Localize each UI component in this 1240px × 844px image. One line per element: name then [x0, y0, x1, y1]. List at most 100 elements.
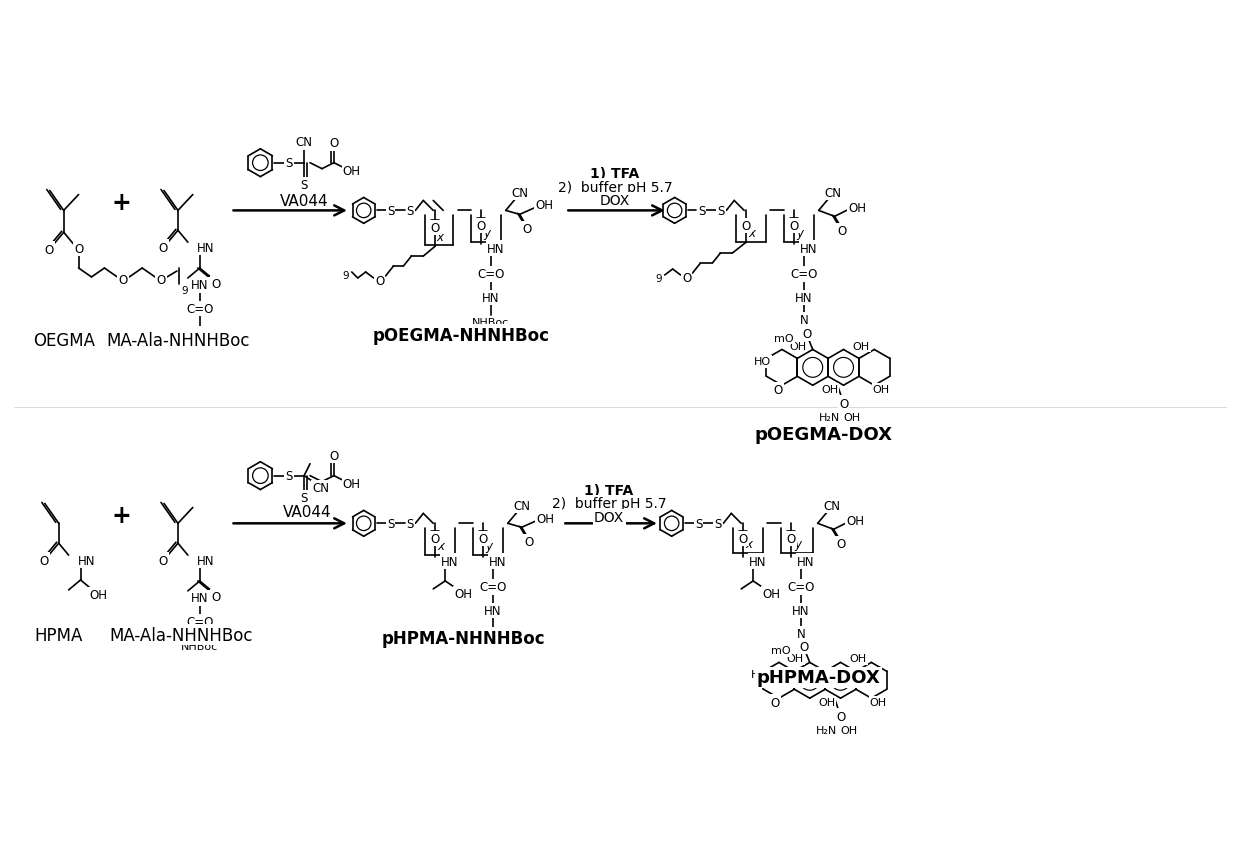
- Text: O: O: [211, 591, 221, 603]
- Text: O: O: [786, 532, 796, 545]
- Text: S: S: [300, 179, 308, 192]
- Text: C=O: C=O: [186, 303, 213, 316]
- Text: O: O: [211, 278, 221, 291]
- Text: S: S: [300, 491, 308, 505]
- Text: O: O: [374, 275, 384, 288]
- Text: O: O: [742, 219, 750, 233]
- Text: OH: OH: [454, 587, 472, 601]
- Text: VA044: VA044: [280, 194, 329, 208]
- Text: O: O: [774, 383, 782, 396]
- Text: S: S: [407, 204, 414, 218]
- Text: O: O: [479, 532, 487, 545]
- Text: OH: OH: [786, 653, 804, 663]
- Text: S: S: [698, 204, 706, 218]
- Text: O: O: [476, 219, 486, 233]
- Text: O: O: [789, 219, 799, 233]
- Text: S: S: [694, 517, 702, 530]
- Text: y: y: [795, 537, 801, 550]
- Text: HN: HN: [191, 279, 208, 292]
- Text: OEGMA: OEGMA: [32, 331, 94, 349]
- Text: C=O: C=O: [479, 581, 506, 593]
- Text: OH: OH: [821, 385, 838, 395]
- Text: O: O: [45, 243, 53, 257]
- Text: O: O: [156, 274, 166, 287]
- Text: O: O: [159, 554, 167, 567]
- Text: O: O: [739, 532, 748, 545]
- Text: CN: CN: [295, 136, 312, 149]
- Text: HN: HN: [795, 292, 812, 305]
- Text: HN: HN: [749, 555, 766, 568]
- Text: HO: HO: [754, 357, 770, 367]
- Text: S: S: [714, 517, 722, 530]
- Text: O: O: [682, 272, 691, 285]
- Text: DOX: DOX: [594, 511, 624, 525]
- Text: C=O: C=O: [787, 581, 815, 593]
- Text: pOEGMA-NHNHBoc: pOEGMA-NHNHBoc: [372, 326, 549, 344]
- Text: HN: HN: [797, 555, 815, 568]
- Text: CN: CN: [513, 500, 531, 512]
- Text: 9: 9: [342, 271, 350, 281]
- Text: S: S: [285, 469, 293, 483]
- Text: C=O: C=O: [477, 268, 505, 281]
- Text: OH: OH: [536, 198, 553, 212]
- Text: O: O: [799, 641, 808, 653]
- Text: O: O: [430, 532, 440, 545]
- Text: O: O: [74, 242, 83, 256]
- Text: CN: CN: [312, 481, 330, 495]
- Text: MA-Ala-NHNHBoc: MA-Ala-NHNHBoc: [107, 331, 249, 349]
- Text: CN: CN: [823, 500, 839, 512]
- Text: O: O: [770, 695, 780, 709]
- Text: S: S: [387, 517, 394, 530]
- Text: HN: HN: [487, 242, 505, 256]
- Text: y: y: [796, 226, 804, 240]
- Text: C=O: C=O: [790, 268, 817, 281]
- Text: MA-Ala-NHNHBoc: MA-Ala-NHNHBoc: [109, 626, 253, 644]
- Text: VA044: VA044: [283, 505, 331, 519]
- Text: y: y: [484, 226, 490, 240]
- Text: HN: HN: [800, 242, 817, 256]
- Text: NHBoc: NHBoc: [472, 317, 510, 327]
- Text: CN: CN: [511, 187, 528, 200]
- Text: OH: OH: [89, 588, 108, 602]
- Text: OH: OH: [342, 165, 361, 178]
- Text: HN: HN: [792, 604, 810, 618]
- Text: O: O: [839, 398, 848, 410]
- Text: OH: OH: [869, 697, 887, 707]
- Text: S: S: [407, 517, 414, 530]
- Text: x: x: [745, 537, 753, 550]
- Text: OH: OH: [849, 653, 867, 663]
- Text: C=O: C=O: [186, 615, 213, 629]
- Text: NHBoc: NHBoc: [474, 630, 511, 640]
- Text: OH: OH: [537, 512, 554, 525]
- Text: O: O: [430, 221, 440, 235]
- Text: HN: HN: [197, 241, 215, 254]
- Text: O: O: [522, 223, 531, 235]
- Text: OH: OH: [790, 341, 806, 351]
- Text: O: O: [119, 274, 128, 287]
- Text: HPMA: HPMA: [35, 626, 83, 644]
- Text: +: +: [112, 504, 131, 528]
- Text: DOX: DOX: [600, 194, 630, 208]
- Text: pOEGMA-DOX: pOEGMA-DOX: [755, 425, 893, 443]
- Text: O: O: [837, 225, 846, 237]
- Text: S: S: [387, 204, 394, 218]
- Text: pHPMA-DOX: pHPMA-DOX: [756, 668, 880, 686]
- Text: O: O: [802, 327, 811, 341]
- Text: O: O: [836, 710, 846, 722]
- Text: OH: OH: [848, 202, 867, 214]
- Text: H₂N: H₂N: [818, 413, 841, 423]
- Text: mO: mO: [774, 333, 794, 344]
- Text: O: O: [330, 138, 339, 150]
- Text: O: O: [525, 535, 533, 548]
- Text: O: O: [159, 241, 167, 254]
- Text: OH: OH: [873, 385, 890, 395]
- Text: O: O: [330, 450, 339, 463]
- Text: 9: 9: [181, 285, 188, 295]
- Text: mO: mO: [771, 646, 791, 656]
- Text: HN: HN: [482, 292, 500, 305]
- Text: NHBoc: NHBoc: [181, 328, 218, 338]
- Text: x: x: [749, 226, 755, 240]
- Text: N: N: [800, 314, 808, 327]
- Text: O: O: [836, 537, 846, 550]
- Text: S: S: [285, 157, 293, 170]
